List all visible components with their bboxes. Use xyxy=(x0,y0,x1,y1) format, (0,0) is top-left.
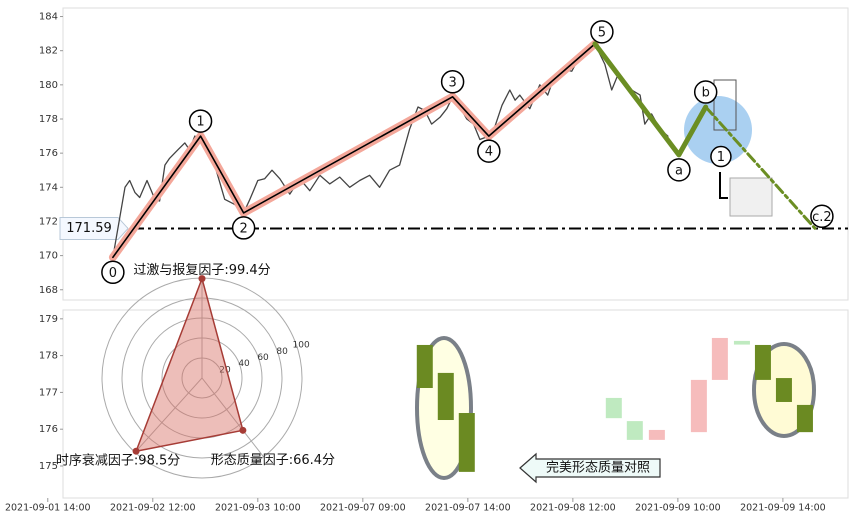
y-tick-label: 178 xyxy=(39,351,58,362)
x-tick-label: 2021-09-07 09:00 xyxy=(320,503,406,514)
candle-body xyxy=(690,379,707,433)
marker-badge xyxy=(710,145,732,168)
wave-point-badge xyxy=(590,20,614,44)
wave-point-label: 1 xyxy=(196,115,204,130)
wave-point-label: a xyxy=(675,163,683,178)
wave-line xyxy=(592,41,709,158)
candle-body xyxy=(775,378,792,402)
candle-body xyxy=(754,344,771,380)
wave-point-badge xyxy=(810,204,834,229)
radar-vertex xyxy=(239,426,247,434)
x-tick-label: 2021-09-09 10:00 xyxy=(635,503,721,514)
x-tick-label: 2021-09-08 12:00 xyxy=(530,503,616,514)
wave-point-label: 5 xyxy=(598,25,606,40)
y-tick-label: 178 xyxy=(39,114,58,125)
wave-point-label: c.2 xyxy=(812,210,832,225)
radar-tick-label: 100 xyxy=(293,341,310,351)
thumb-box xyxy=(729,177,773,217)
wave-point-label: 3 xyxy=(448,75,456,90)
wave-point-badge xyxy=(231,216,256,240)
x-tick-label: 2021-09-01 14:00 xyxy=(5,503,91,514)
radar-vertex xyxy=(198,275,206,283)
wave-point-badge xyxy=(693,80,718,104)
candle-body xyxy=(733,340,750,345)
wave-point-label: 2 xyxy=(239,221,247,236)
wave-point-badge xyxy=(667,158,691,182)
wave-point-badge xyxy=(440,70,465,94)
radar-tick-label: 80 xyxy=(276,347,288,357)
y-tick-label: 179 xyxy=(39,314,58,325)
radar-spoke xyxy=(201,377,264,458)
candle-body xyxy=(437,372,454,421)
annotation-arrow xyxy=(519,452,661,484)
x-tick-label: 2021-09-07 14:00 xyxy=(425,503,511,514)
wave-line xyxy=(112,43,596,259)
y-tick-label: 180 xyxy=(39,80,58,91)
radar-area xyxy=(134,276,244,453)
candle-body xyxy=(711,337,728,380)
wave-point-badge xyxy=(188,109,213,133)
radar-tick-label: 60 xyxy=(257,353,269,363)
wave-point-label: 0 xyxy=(109,266,117,281)
candle-body xyxy=(796,404,813,433)
radar-vertex xyxy=(132,447,140,455)
radar-spoke xyxy=(134,377,203,453)
x-tick-label: 2021-09-03 10:00 xyxy=(215,503,301,514)
radar-label: 形态质量因子:66.4分 xyxy=(211,453,335,468)
y-tick-label: 184 xyxy=(39,12,58,23)
reference-label-box xyxy=(59,216,129,240)
candle-body xyxy=(416,344,433,388)
x-tick-label: 2021-09-09 14:00 xyxy=(740,503,826,514)
radar-label: 过激与报复因子:99.4分 xyxy=(133,263,270,278)
radar-tick-label: 20 xyxy=(219,365,231,375)
wave-projection xyxy=(704,105,817,230)
pointer-arrow xyxy=(719,172,728,199)
wave-point-badge xyxy=(101,260,125,285)
candle-body xyxy=(605,397,622,419)
y-tick-label: 172 xyxy=(39,216,58,227)
annotation: 完美形态质量对照 xyxy=(546,461,650,476)
reference-label: 171.59 xyxy=(66,221,112,236)
y-tick-label: 170 xyxy=(39,251,58,262)
candle-body xyxy=(648,429,665,440)
marker-label: 1 xyxy=(717,150,725,165)
wave-point-label: b xyxy=(702,86,710,101)
wave-point-label: 4 xyxy=(485,145,493,160)
y-tick-label: 176 xyxy=(39,424,58,435)
x-tick-label: 2021-09-02 12:00 xyxy=(110,503,196,514)
y-tick-label: 175 xyxy=(39,461,58,472)
y-tick-label: 182 xyxy=(39,46,58,57)
radar-tick-label: 40 xyxy=(238,359,250,369)
y-tick-label: 168 xyxy=(39,285,58,296)
y-tick-label: 176 xyxy=(39,148,58,159)
radar-label: 时序衰减因子:98.5分 xyxy=(56,453,180,469)
wave-point-badge xyxy=(477,139,501,163)
candle-body xyxy=(626,421,643,440)
candle-body xyxy=(458,413,475,472)
y-tick-label: 174 xyxy=(39,182,58,193)
y-tick-label: 177 xyxy=(39,387,58,398)
